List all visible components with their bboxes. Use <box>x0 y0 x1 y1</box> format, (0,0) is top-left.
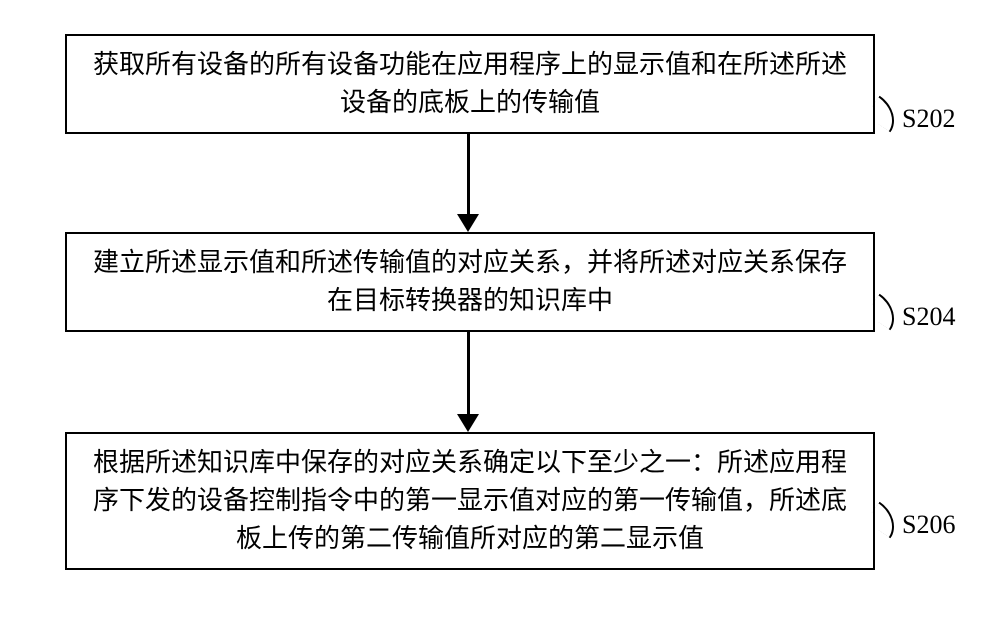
step-label-s202: S202 <box>902 104 955 134</box>
flow-step-text: 根据所述知识库中保存的对应关系确定以下至少之一：所述应用程序下发的设备控制指令中… <box>93 444 847 558</box>
step-label-s206: S206 <box>902 510 955 540</box>
step-label-s204: S204 <box>902 302 955 332</box>
flow-step-s202: 获取所有设备的所有设备功能在应用程序上的显示值和在所述所述设备的底板上的传输值 <box>65 34 875 134</box>
flow-step-s206: 根据所述知识库中保存的对应关系确定以下至少之一：所述应用程序下发的设备控制指令中… <box>65 432 875 570</box>
arrow-head-icon <box>457 414 479 432</box>
flow-step-text: 建立所述显示值和所述传输值的对应关系，并将所述对应关系保存在目标转换器的知识库中 <box>93 244 847 320</box>
flowchart-canvas: 获取所有设备的所有设备功能在应用程序上的显示值和在所述所述设备的底板上的传输值 S… <box>0 0 1000 637</box>
arrow-s204-s206 <box>467 332 470 416</box>
flow-step-s204: 建立所述显示值和所述传输值的对应关系，并将所述对应关系保存在目标转换器的知识库中 <box>65 232 875 332</box>
arrow-s202-s204 <box>467 134 470 216</box>
flow-step-text: 获取所有设备的所有设备功能在应用程序上的显示值和在所述所述设备的底板上的传输值 <box>93 46 847 122</box>
arrow-head-icon <box>457 214 479 232</box>
